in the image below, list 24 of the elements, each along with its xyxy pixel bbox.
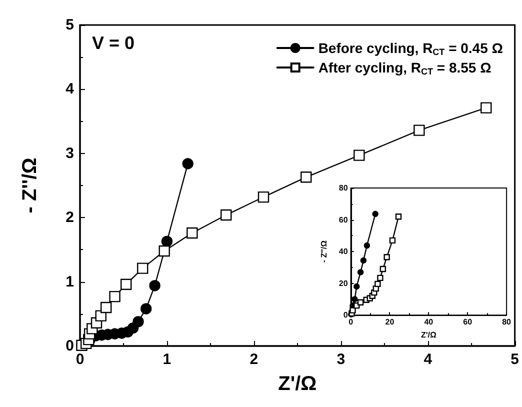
x-tick-label: 2	[250, 351, 258, 368]
x-tick-label: 5	[510, 351, 519, 368]
y-tick-label: 3	[66, 144, 74, 162]
y-tick-label: 80	[338, 184, 348, 192]
x-tick-label: 60	[463, 318, 473, 327]
x-axis-title: Z'/Ω	[420, 330, 437, 340]
x-tick-label: 20	[385, 318, 395, 327]
y-tick-label: 2	[66, 209, 74, 226]
x-tick-label: 80	[502, 318, 512, 327]
y-axis-title: - Z''/Ω	[19, 158, 41, 214]
y-axis-title: - Z''/Ω	[320, 240, 328, 263]
y-tick-label: 4	[66, 80, 75, 98]
x-axis-title: Z'/Ω	[278, 373, 317, 395]
x-tick-label: 40	[424, 318, 434, 327]
x-tick-label: 4	[424, 351, 433, 368]
x-tick-label: 1	[162, 351, 172, 368]
y-tick-label: 0	[66, 338, 74, 354]
y-tick-label: 40	[338, 247, 348, 256]
y-tick-label: 0	[343, 310, 348, 320]
annotation: V = 0	[92, 33, 135, 53]
y-tick-label: 20	[338, 278, 348, 288]
y-tick-label: 1	[66, 273, 74, 290]
y-tick-label: 5	[66, 16, 74, 34]
y-tick-label: 60	[338, 215, 348, 224]
